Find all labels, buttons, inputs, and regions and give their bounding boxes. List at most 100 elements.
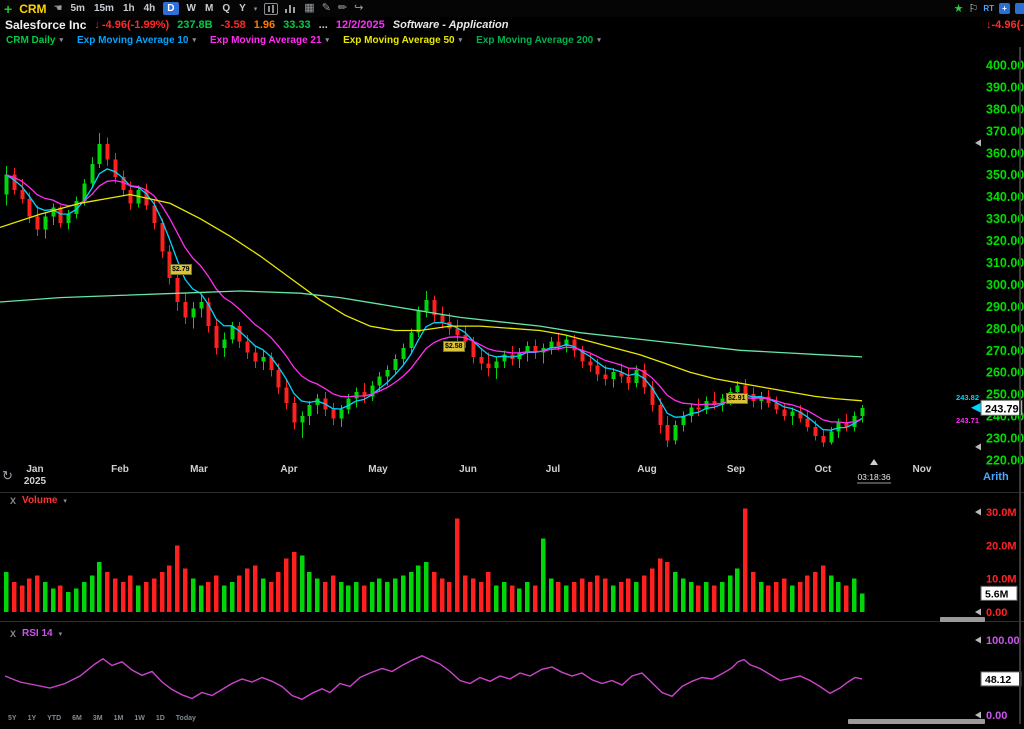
svg-text:290.00: 290.00 bbox=[986, 300, 1024, 314]
hand-pointer-icon[interactable]: ☚ bbox=[53, 3, 63, 14]
chevron-down-icon[interactable]: ▾ bbox=[325, 37, 330, 44]
earnings-annotation: $2.79 bbox=[170, 264, 192, 275]
range-3m[interactable]: 3M bbox=[92, 715, 103, 722]
legend-ema50[interactable]: Exp Moving Average 50 ▾ bbox=[343, 34, 463, 46]
indicators-icon[interactable] bbox=[285, 4, 297, 13]
range-5y[interactable]: 5Y bbox=[8, 715, 17, 722]
add-symbol-icon[interactable]: + bbox=[4, 0, 13, 17]
flag-icon[interactable]: ⚐ bbox=[968, 3, 979, 15]
timeframe-dropdown-icon[interactable]: ▾ bbox=[253, 5, 258, 13]
svg-text:Aug: Aug bbox=[637, 464, 656, 475]
volume-scrollbar[interactable] bbox=[940, 617, 985, 622]
svg-text:30.0M: 30.0M bbox=[986, 507, 1017, 519]
axis-change-label: ↓-4.96(-1.99%) bbox=[986, 19, 1024, 31]
chevron-down-icon[interactable]: ▾ bbox=[58, 630, 63, 638]
svg-text:250.00: 250.00 bbox=[986, 388, 1024, 402]
legend-crm-daily[interactable]: CRM Daily ▾ bbox=[6, 34, 63, 46]
range-1d[interactable]: 1D bbox=[155, 715, 165, 722]
down-arrow-icon: ↓ bbox=[94, 19, 100, 31]
svg-text:Feb: Feb bbox=[111, 464, 129, 475]
range-1m[interactable]: 1M bbox=[113, 715, 124, 722]
timeframe-daily[interactable]: D bbox=[163, 2, 179, 15]
study-legend: CRM Daily ▾ Exp Moving Average 10 ▾ Exp … bbox=[0, 33, 1024, 47]
market-cap: 237.8B bbox=[177, 19, 213, 31]
svg-text:340.00: 340.00 bbox=[986, 190, 1024, 204]
legend-ema200[interactable]: Exp Moving Average 200 ▾ bbox=[476, 34, 601, 46]
svg-text:320.00: 320.00 bbox=[986, 234, 1024, 248]
quote-info-bar: Salesforce Inc ↓ -4.96(-1.99%) 237.8B -3… bbox=[0, 17, 1024, 33]
range-1w[interactable]: 1W bbox=[134, 715, 145, 722]
svg-text:280.00: 280.00 bbox=[986, 322, 1024, 336]
rsi-pane-header: X RSI 14 ▾ bbox=[10, 628, 62, 639]
reload-icon[interactable]: ↻ bbox=[2, 468, 13, 483]
rsi-title[interactable]: RSI 14 bbox=[22, 628, 53, 639]
rsi-axis: 100.00 0.00 48.12 bbox=[975, 635, 1022, 722]
range-ytd[interactable]: YTD bbox=[47, 715, 62, 722]
svg-text:243.79: 243.79 bbox=[985, 403, 1019, 415]
timeframe-weekly[interactable]: W bbox=[186, 3, 196, 14]
range-6m[interactable]: 6M bbox=[72, 715, 82, 722]
last-price-marker: 243.82 243.71 243.79 bbox=[956, 393, 1023, 425]
close-volume-icon[interactable]: X bbox=[10, 495, 17, 506]
ellipsis[interactable]: ... bbox=[318, 19, 328, 31]
add-panel-icon[interactable]: + bbox=[999, 3, 1010, 14]
svg-text:350.00: 350.00 bbox=[986, 168, 1024, 182]
close-rsi-icon[interactable]: X bbox=[10, 628, 17, 639]
svg-text:Jun: Jun bbox=[459, 464, 477, 475]
timeframe-15m[interactable]: 15m bbox=[93, 3, 114, 14]
svg-text:100.00: 100.00 bbox=[986, 635, 1020, 647]
pane-divider[interactable] bbox=[0, 621, 1024, 622]
symbol-label[interactable]: CRM bbox=[19, 1, 47, 16]
stat-pe: 33.33 bbox=[283, 19, 311, 31]
draw-pencil-icon[interactable]: ✎ bbox=[321, 2, 331, 14]
top-toolbar: + CRM ☚ 5m 15m 1h 4h D W M Q Y ▾ ▦ ✎ ✏ ↪… bbox=[0, 0, 1024, 17]
chevron-down-icon[interactable]: ▾ bbox=[458, 37, 463, 44]
share-icon[interactable]: ↪ bbox=[354, 2, 364, 14]
industry-label: Software - Application bbox=[392, 19, 509, 31]
company-name: Salesforce Inc bbox=[5, 18, 87, 32]
layout-grid-icon[interactable]: ▦ bbox=[304, 2, 315, 14]
timeframe-1h[interactable]: 1h bbox=[122, 3, 135, 14]
svg-text:48.12: 48.12 bbox=[985, 674, 1011, 686]
pane-divider[interactable] bbox=[0, 492, 1024, 493]
range-today[interactable]: Today bbox=[175, 715, 196, 722]
svg-text:243.82: 243.82 bbox=[956, 393, 979, 402]
timeframe-4h[interactable]: 4h bbox=[143, 3, 156, 14]
svg-text:270.00: 270.00 bbox=[986, 344, 1024, 358]
chevron-down-icon[interactable]: ▾ bbox=[192, 37, 197, 44]
svg-text:Jul: Jul bbox=[546, 464, 561, 475]
svg-text:2025: 2025 bbox=[24, 476, 47, 487]
legend-ema21[interactable]: Exp Moving Average 21 ▾ bbox=[210, 34, 330, 46]
rsi-chart[interactable]: 100.00 0.00 48.12 bbox=[0, 622, 1024, 729]
svg-text:230.00: 230.00 bbox=[986, 432, 1024, 446]
right-scroll-track[interactable] bbox=[1019, 47, 1021, 724]
svg-text:Jan: Jan bbox=[26, 464, 43, 475]
rsi-line bbox=[4, 655, 863, 701]
volume-title[interactable]: Volume bbox=[22, 495, 58, 506]
svg-text:390.00: 390.00 bbox=[986, 80, 1024, 94]
favorite-star-icon[interactable]: ★ bbox=[953, 3, 964, 15]
price-chart[interactable]: 220.00230.00240.00250.00260.00270.00280.… bbox=[0, 47, 1024, 492]
annotate-brush-icon[interactable]: ✏ bbox=[337, 2, 348, 14]
svg-text:380.00: 380.00 bbox=[986, 102, 1024, 116]
chart-type-icon[interactable] bbox=[264, 2, 279, 15]
svg-text:Apr: Apr bbox=[280, 464, 297, 475]
earnings-annotation: $2.58 bbox=[443, 341, 465, 352]
chevron-down-icon[interactable]: ▾ bbox=[59, 37, 63, 44]
svg-text:Mar: Mar bbox=[190, 464, 208, 475]
scale-mode-label[interactable]: Arith bbox=[983, 471, 1009, 483]
chevron-down-icon[interactable]: ▾ bbox=[597, 37, 601, 44]
legend-ema10[interactable]: Exp Moving Average 10 ▾ bbox=[76, 34, 197, 46]
svg-text:330.00: 330.00 bbox=[986, 212, 1024, 226]
window-icon[interactable] bbox=[1015, 3, 1024, 14]
volume-chart[interactable]: 30.0M 20.0M 10.0M 0.00 5.6M bbox=[0, 493, 1024, 621]
bottom-scrollbar[interactable] bbox=[848, 719, 985, 724]
chevron-down-icon[interactable]: ▾ bbox=[63, 497, 67, 505]
timeframe-yearly[interactable]: Y bbox=[239, 3, 246, 14]
svg-text:03:18:36: 03:18:36 bbox=[857, 472, 890, 482]
timeframe-monthly[interactable]: M bbox=[204, 3, 214, 14]
timeframe-quarterly[interactable]: Q bbox=[222, 3, 231, 14]
range-1y[interactable]: 1Y bbox=[27, 715, 37, 722]
timeframe-5m[interactable]: 5m bbox=[70, 3, 85, 14]
